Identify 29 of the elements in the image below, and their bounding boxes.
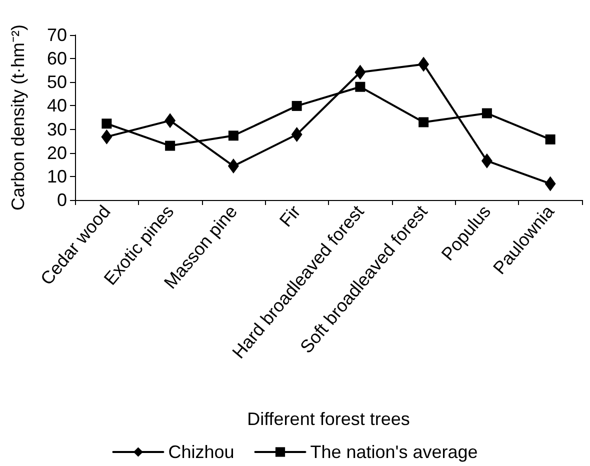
point bbox=[355, 82, 366, 92]
point bbox=[545, 134, 556, 144]
point bbox=[482, 108, 492, 118]
point bbox=[291, 126, 302, 142]
x-tick-label: Fir bbox=[276, 202, 304, 231]
point bbox=[228, 158, 239, 174]
y-axis-title: Carbon density (t·hm⁻²) bbox=[8, 24, 28, 211]
legend-label: Chizhou bbox=[168, 442, 234, 462]
y-tick-label: 30 bbox=[46, 119, 67, 140]
point bbox=[228, 130, 238, 141]
y-tick-label: 40 bbox=[46, 96, 67, 116]
point bbox=[481, 153, 492, 168]
point bbox=[102, 118, 112, 129]
legend-label: The nation's average bbox=[310, 442, 478, 462]
y-tick-label: 70 bbox=[46, 25, 67, 45]
point bbox=[164, 113, 176, 128]
point bbox=[101, 129, 112, 144]
y-tick-label: 0 bbox=[56, 190, 67, 210]
point bbox=[354, 64, 366, 80]
x-axis-title: Different forest trees bbox=[247, 409, 410, 429]
point bbox=[292, 100, 302, 111]
point bbox=[165, 140, 176, 151]
point bbox=[418, 117, 429, 128]
y-tick-label: 60 bbox=[46, 48, 67, 69]
point bbox=[544, 176, 556, 192]
y-tick-label: 20 bbox=[46, 142, 67, 163]
y-tick-label: 10 bbox=[46, 166, 67, 186]
y-tick-label: 50 bbox=[46, 72, 67, 92]
point bbox=[418, 56, 430, 72]
